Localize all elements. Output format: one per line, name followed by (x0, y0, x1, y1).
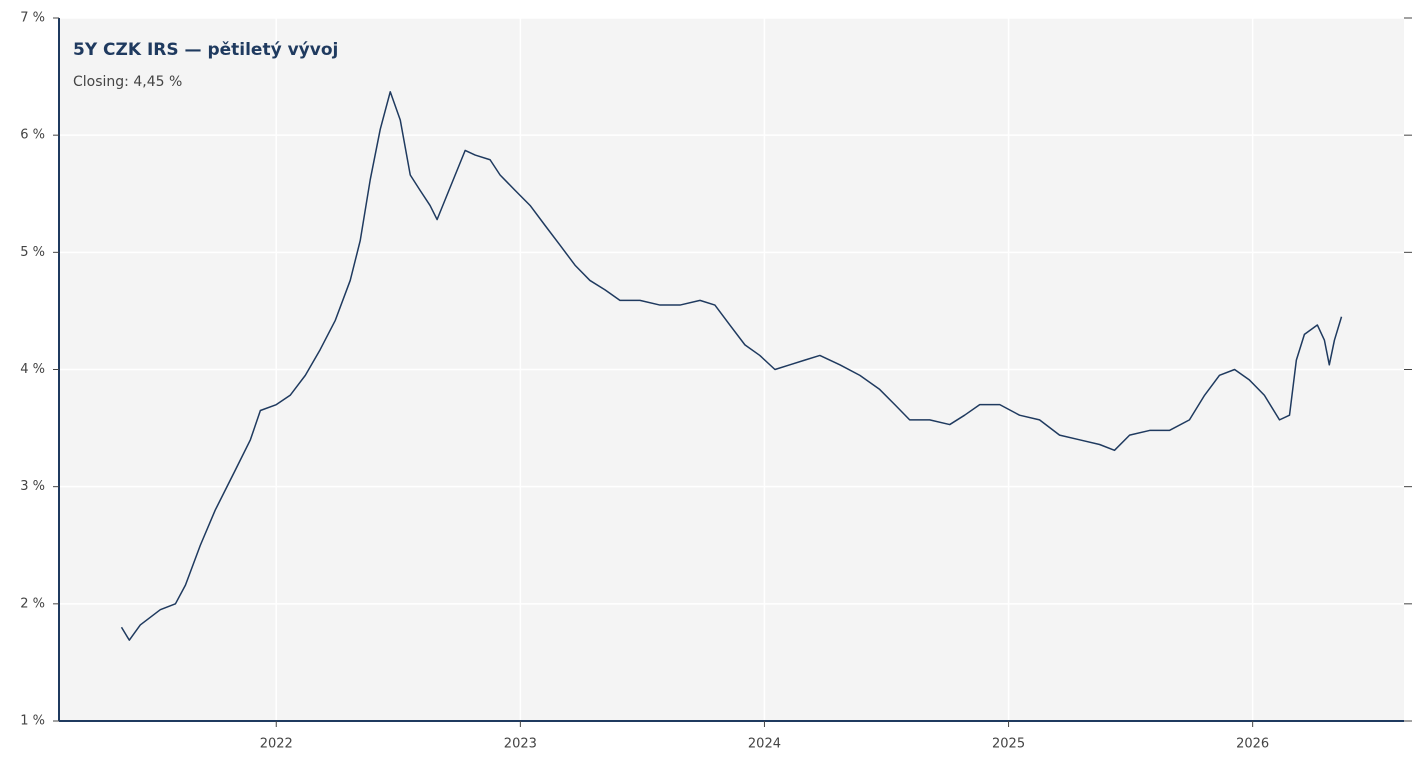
y-tick-label: 4 % (20, 362, 45, 377)
y-tick-label: 3 % (20, 479, 45, 494)
x-tick-label: 2023 (504, 737, 537, 752)
y-tick-label: 2 % (20, 596, 45, 611)
x-tick-label: 2024 (748, 737, 781, 752)
chart-subtitle: Closing: 4,45 % (73, 74, 182, 90)
x-tick-label: 2026 (1236, 737, 1269, 752)
x-tick-label: 2022 (260, 737, 293, 752)
y-tick-label: 5 % (20, 245, 45, 260)
chart-title: 5Y CZK IRS — pětiletý vývoj (73, 40, 338, 60)
marks (120, 91, 1343, 641)
grid (59, 17, 1404, 722)
y-tick-label: 6 % (20, 128, 45, 143)
line-series (120, 91, 1343, 641)
y-tick-label: 1 % (20, 714, 45, 729)
x-tick-label: 2025 (992, 737, 1025, 752)
y-tick-label: 7 % (20, 11, 45, 26)
